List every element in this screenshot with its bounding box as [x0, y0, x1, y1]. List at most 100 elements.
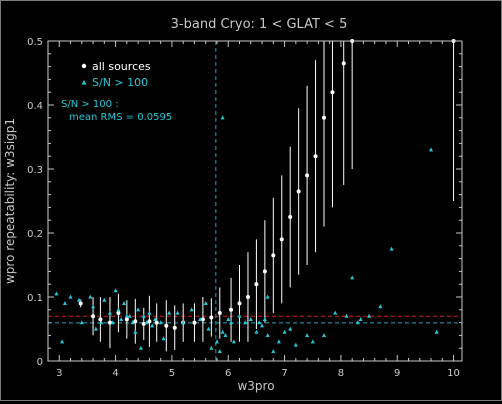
sn-point [293, 342, 298, 347]
sn-point [158, 320, 163, 325]
plot-area-border [47, 40, 463, 362]
all-sources-point [141, 321, 146, 326]
chart-title: 3-band Cryo: 1 < GLAT < 5 [171, 17, 348, 32]
sn-point [209, 345, 214, 350]
sn-point [229, 320, 234, 325]
sn-point [223, 333, 228, 337]
sn-point [198, 317, 203, 321]
sn-point [217, 349, 222, 353]
sn-point [161, 336, 166, 341]
sn-point [130, 320, 135, 325]
sn-point [305, 333, 310, 337]
sn-point [60, 339, 65, 344]
sn-point [150, 323, 155, 328]
legend-all-marker [81, 63, 87, 69]
all-sources-point [254, 282, 259, 287]
all-sources-point [172, 325, 177, 330]
sn-point [167, 310, 172, 315]
x-tick-label: 10 [447, 368, 460, 379]
sn-point [175, 310, 180, 315]
sn-point [378, 304, 383, 309]
sn-point [110, 320, 115, 325]
sn-point [350, 275, 355, 280]
sn-point [144, 320, 149, 325]
annotation-line-2: mean RMS = 0.0595 [69, 112, 172, 123]
sn-point [262, 317, 267, 321]
sn-point [214, 339, 219, 344]
sn-point [231, 339, 236, 344]
all-sources-point [116, 311, 121, 315]
sn-point [288, 326, 293, 331]
legend-all-label: all sources [92, 60, 151, 73]
sn-point [93, 326, 98, 331]
sn-point [127, 313, 132, 318]
sn-point [133, 329, 138, 334]
all-sources-point [305, 173, 310, 178]
sn-point [243, 320, 248, 325]
x-axis-label: w3pro [237, 379, 274, 393]
all-sources-point [91, 314, 96, 319]
all-sources-point [279, 237, 284, 242]
sn-point [79, 320, 84, 325]
all-sources-point [313, 154, 318, 159]
x-tick-label: 5 [169, 368, 175, 379]
sn-point [389, 246, 394, 251]
sn-point [220, 115, 225, 120]
sn-point [265, 333, 270, 337]
y-tick-label: 0 [37, 357, 43, 368]
sn-point [206, 326, 211, 331]
sn-point [276, 339, 281, 344]
y-tick-label: 0.1 [27, 293, 43, 304]
sn-point [226, 317, 231, 321]
sn-point [265, 294, 270, 299]
all-sources-point [147, 319, 152, 324]
sn-point [62, 301, 67, 305]
all-sources-point [98, 317, 103, 322]
sn-point [91, 304, 96, 309]
sn-point [107, 310, 112, 315]
sn-point [310, 339, 315, 344]
sn-point [344, 313, 349, 318]
sn-point [220, 329, 225, 334]
sn-point [68, 294, 73, 299]
sn-point [358, 317, 363, 321]
sn-point [147, 310, 152, 315]
sn-point [271, 349, 276, 353]
legend: all sources S/N > 100 [81, 60, 151, 89]
sn-point [124, 313, 129, 318]
legend-sn-marker [81, 80, 87, 85]
annotation-line-1: S/N > 100 : [61, 99, 119, 110]
all-sources-point [262, 269, 267, 274]
all-sources-point [124, 317, 129, 322]
x-tick-label: 8 [338, 368, 344, 379]
sn-point [189, 307, 194, 312]
sn-point [88, 294, 93, 299]
sn-point [260, 323, 265, 328]
sn-point [248, 317, 253, 321]
all-sources-point [341, 61, 346, 66]
legend-sn-label: S/N > 100 [92, 76, 148, 89]
sn-point [153, 317, 158, 321]
sn-point [254, 329, 259, 334]
y-tick-label: 0.5 [27, 37, 43, 48]
all-sources-point [192, 320, 197, 325]
sn-point [54, 291, 59, 296]
all-sources-point [78, 301, 83, 306]
all-sources-point [237, 301, 242, 306]
sn-point [113, 288, 118, 293]
all-sources-point [288, 215, 293, 219]
sn-point [138, 345, 143, 350]
all-sources-point [217, 311, 222, 315]
sn-point [141, 313, 146, 318]
all-sources-point [245, 295, 250, 299]
sn-point [122, 301, 127, 305]
all-sources-point [200, 317, 205, 322]
x-tick-label: 4 [112, 368, 118, 379]
all-sources-point [330, 90, 335, 95]
sn-point [322, 333, 326, 337]
y-axis-label: wpro repeatability: w3sigp1 [3, 118, 17, 284]
x-tick-label: 6 [225, 368, 231, 379]
sn-point [429, 147, 434, 152]
y-tick-label: 0.3 [27, 165, 43, 176]
